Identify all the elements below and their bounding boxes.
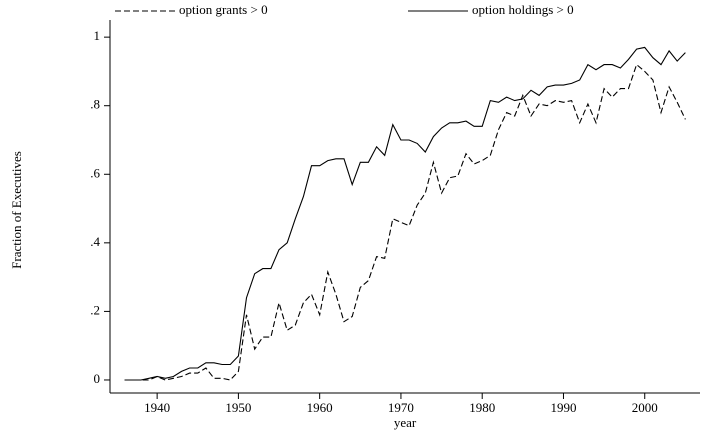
legend-label: option grants > 0	[179, 2, 268, 17]
y-tick-label: .8	[90, 97, 100, 112]
x-tick-label: 1950	[225, 400, 251, 415]
legend-label: option holdings > 0	[472, 2, 574, 17]
line	[124, 46, 686, 381]
y-tick-label: .6	[90, 165, 100, 180]
x-tick-label: 1990	[550, 400, 576, 415]
y-axis-label: Fraction of Executives	[9, 151, 24, 269]
y-tick-label: .2	[90, 302, 100, 317]
y-tick-label: .4	[90, 234, 100, 249]
line	[124, 63, 686, 381]
y-tick-label: 0	[94, 371, 101, 386]
x-tick-label: 1980	[469, 400, 495, 415]
x-axis-label: year	[394, 415, 417, 430]
x-tick-label: 2000	[632, 400, 658, 415]
x-tick-label: 1960	[307, 400, 333, 415]
y-tick-label: 1	[94, 28, 101, 43]
x-tick-label: 1940	[144, 400, 170, 415]
x-tick-label: 1970	[388, 400, 414, 415]
